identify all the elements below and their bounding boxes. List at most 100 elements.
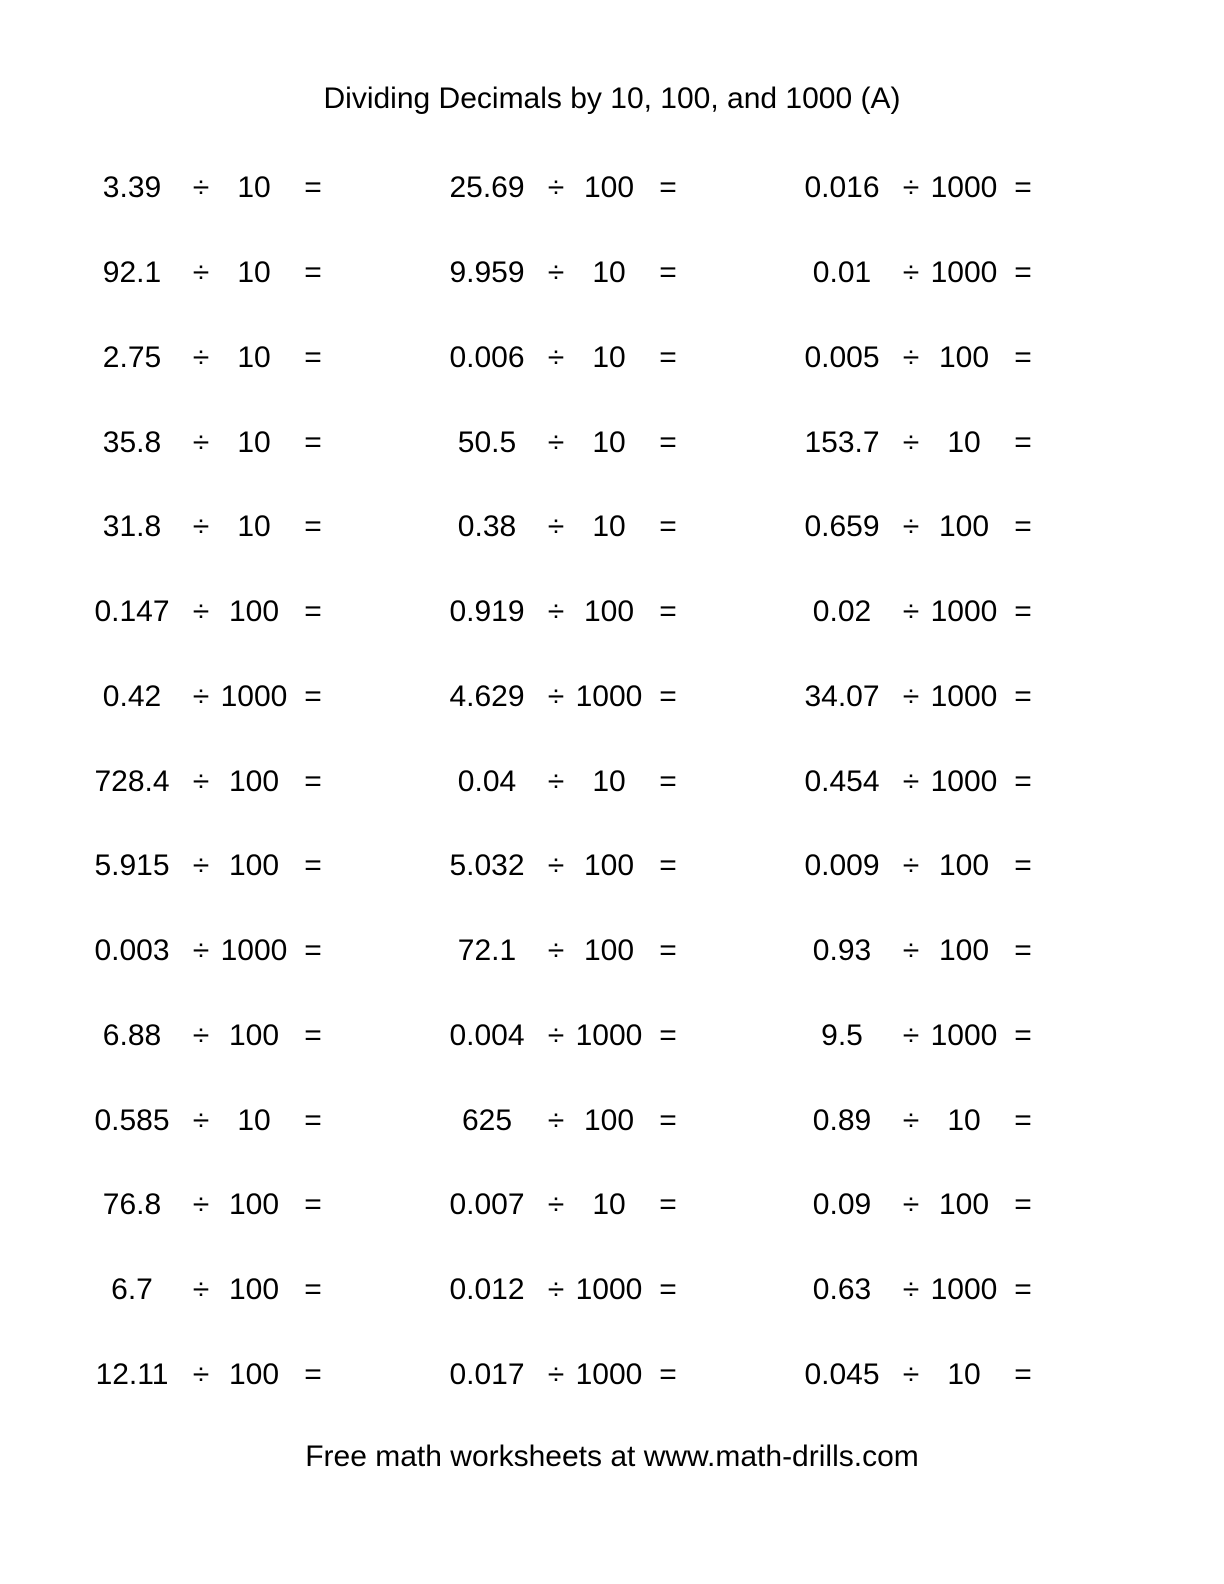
dividend: 0.38 (457, 510, 517, 544)
division-problem: 0.003 ÷ 1000 = (72, 936, 328, 966)
dividend: 0.89 (812, 1103, 872, 1137)
equals-sign: = (659, 510, 677, 544)
division-problem: 0.147 ÷ 100 = (72, 597, 328, 627)
divisor: 10 (592, 256, 626, 290)
divide-sign: ÷ (192, 171, 210, 205)
equals-sign: = (304, 595, 322, 629)
dividend: 153.7 (804, 425, 880, 459)
problem-row: 0.42 ÷ 1000 = 4.629 ÷ 1000 = 34.07 ÷ 1000 = (72, 655, 1038, 740)
problem-row: 0.585 ÷ 10 = 625 ÷ 100 = 0.89 ÷ 10 = (72, 1078, 1038, 1163)
equals-sign: = (304, 934, 322, 968)
divisor: 1000 (930, 679, 998, 713)
divisor: 10 (237, 340, 271, 374)
divide-sign: ÷ (902, 595, 920, 629)
equals-sign: = (1014, 934, 1032, 968)
division-problem: 0.02 ÷ 1000 = (782, 597, 1038, 627)
division-problem: 0.04 ÷ 10 = (427, 766, 683, 797)
divide-sign: ÷ (547, 849, 565, 883)
divide-sign: ÷ (547, 934, 565, 968)
dividend: 9.5 (821, 1018, 863, 1052)
divisor: 100 (228, 1018, 280, 1052)
equals-sign: = (1014, 764, 1032, 798)
division-problem: 0.045 ÷ 10 = (782, 1357, 1038, 1391)
dividend: 0.005 (804, 340, 880, 374)
division-problem: 2.75 ÷ 10 = (72, 340, 328, 374)
equals-sign: = (304, 1188, 322, 1222)
equals-sign: = (1014, 849, 1032, 883)
divide-sign: ÷ (902, 1103, 920, 1137)
dividend: 25.69 (449, 171, 525, 205)
divide-sign: ÷ (902, 256, 920, 290)
divide-sign: ÷ (547, 1103, 565, 1137)
divide-sign: ÷ (902, 510, 920, 544)
division-problem: 35.8 ÷ 10 = (72, 425, 328, 459)
division-problem: 9.5 ÷ 1000 = (782, 1018, 1038, 1052)
problem-row: 12.11 ÷ 100 = 0.017 ÷ 1000 = 0.045 ÷ 10 = (72, 1333, 1038, 1418)
equals-sign: = (659, 849, 677, 883)
division-problem: 6.7 ÷ 100 = (72, 1275, 328, 1305)
divide-sign: ÷ (902, 1357, 920, 1391)
dividend: 728.4 (94, 764, 170, 798)
dividend: 0.454 (804, 764, 880, 798)
division-problem: 0.017 ÷ 1000 = (427, 1359, 683, 1390)
dividend: 0.012 (449, 1273, 525, 1307)
problem-row: 2.75 ÷ 10 = 0.006 ÷ 10 = 0.005 ÷ 100 = (72, 316, 1038, 401)
division-problem: 0.585 ÷ 10 = (72, 1103, 328, 1137)
divide-sign: ÷ (192, 1273, 210, 1307)
divisor: 100 (228, 1357, 280, 1391)
dividend: 72.1 (457, 934, 517, 968)
equals-sign: = (304, 171, 322, 205)
divide-sign: ÷ (902, 1018, 920, 1052)
worksheet-title: Dividing Decimals by 10, 100, and 1000 (… (323, 82, 901, 115)
division-problem: 4.629 ÷ 1000 = (427, 679, 683, 713)
division-problem: 0.42 ÷ 1000 = (72, 681, 328, 712)
divide-sign: ÷ (547, 1188, 565, 1222)
dividend: 34.07 (804, 679, 880, 713)
equals-sign: = (1014, 1357, 1032, 1391)
footer-credit: Free math worksheets at www.math-drills.… (305, 1440, 919, 1473)
divide-sign: ÷ (192, 934, 210, 968)
equals-sign: = (304, 1103, 322, 1137)
divide-sign: ÷ (192, 1103, 210, 1137)
divisor: 100 (228, 1188, 280, 1222)
equals-sign: = (1014, 510, 1032, 544)
equals-sign: = (304, 1357, 322, 1391)
problem-row: 728.4 ÷ 100 = 0.04 ÷ 10 = 0.454 ÷ 1000 = (72, 739, 1038, 824)
divide-sign: ÷ (547, 510, 565, 544)
division-problem: 3.39 ÷ 10 = (72, 173, 328, 203)
dividend: 4.629 (449, 679, 525, 713)
equals-sign: = (304, 425, 322, 459)
divisor: 1000 (930, 595, 998, 629)
division-problem: 153.7 ÷ 10 = (782, 425, 1038, 459)
divisor: 10 (237, 1103, 271, 1137)
divisor: 1000 (930, 764, 998, 798)
division-problem: 0.01 ÷ 1000 = (782, 258, 1038, 288)
equals-sign: = (659, 1103, 677, 1137)
equals-sign: = (1014, 425, 1032, 459)
divisor: 10 (947, 425, 981, 459)
equals-sign: = (1014, 1103, 1032, 1137)
problem-row: 0.003 ÷ 1000 = 72.1 ÷ 100 = 0.93 ÷ 100 = (72, 909, 1038, 994)
divisor: 10 (947, 1103, 981, 1137)
divide-sign: ÷ (902, 1188, 920, 1222)
division-problem: 50.5 ÷ 10 = (427, 427, 683, 458)
equals-sign: = (304, 256, 322, 290)
equals-sign: = (304, 849, 322, 883)
divisor: 100 (228, 764, 280, 798)
division-problem: 0.016 ÷ 1000 = (782, 173, 1038, 203)
division-problem: 0.89 ÷ 10 = (782, 1103, 1038, 1137)
division-problem: 5.915 ÷ 100 = (72, 851, 328, 881)
divide-sign: ÷ (192, 340, 210, 374)
divide-sign: ÷ (192, 1188, 210, 1222)
dividend: 9.959 (449, 256, 525, 290)
dividend: 625 (461, 1103, 513, 1137)
divide-sign: ÷ (902, 340, 920, 374)
divide-sign: ÷ (902, 679, 920, 713)
division-problem: 728.4 ÷ 100 = (72, 764, 328, 798)
dividend: 0.045 (804, 1357, 880, 1391)
dividend: 0.919 (449, 595, 525, 629)
divisor: 100 (228, 1273, 280, 1307)
divide-sign: ÷ (192, 849, 210, 883)
dividend: 0.003 (94, 934, 170, 968)
divide-sign: ÷ (192, 425, 210, 459)
